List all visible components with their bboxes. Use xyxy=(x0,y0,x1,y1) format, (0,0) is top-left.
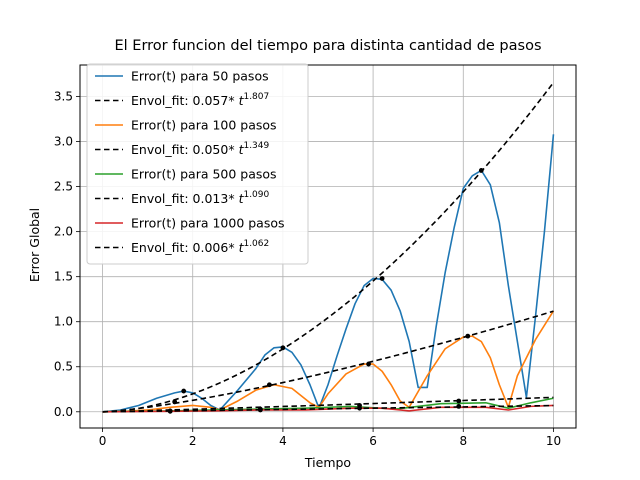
axes-frame xyxy=(79,64,577,429)
x-tick-label: 4 xyxy=(279,434,287,448)
legend-label-7: Error(t) para 1000 pasos xyxy=(131,216,285,231)
series-line-2 xyxy=(102,310,555,413)
y-tick-label: 3.0 xyxy=(54,135,73,149)
legend-label-3: Error(t) para 100 pasos xyxy=(131,118,277,133)
envelope-fit-1 xyxy=(102,82,555,413)
peak-point xyxy=(181,388,187,394)
x-tick-label: 2 xyxy=(189,434,197,448)
peak-point xyxy=(456,398,462,404)
x-tick-label: 0 xyxy=(99,434,107,448)
legend-label-4: Envol_fit: 0.050* t1.349 xyxy=(131,141,270,157)
x-tick-label: 6 xyxy=(369,434,377,448)
y-tick-label: 2.5 xyxy=(54,180,73,194)
peak-point xyxy=(357,405,362,411)
axis-ticks: 0 2 4 6 8 10 0.0 0.5 1.0 1.5 2.0 2.5 3.0 3.5 xyxy=(54,90,561,448)
peak-point xyxy=(257,407,263,413)
y-tick-label: 2.0 xyxy=(54,225,73,239)
plot-area xyxy=(102,82,555,414)
peak-point xyxy=(172,399,178,405)
legend-label-5: Error(t) para 500 pasos xyxy=(131,167,277,182)
envelope-fit-3 xyxy=(102,396,554,413)
legend-label-6: Envol_fit: 0.013* t1.090 xyxy=(131,190,270,206)
peak-point xyxy=(478,167,484,173)
series-line-1 xyxy=(102,134,555,413)
peak-point xyxy=(465,333,471,339)
peak-point xyxy=(366,361,371,367)
legend-label-2: Envol_fit: 0.057* t1.807 xyxy=(131,92,269,108)
envelope-fit-2 xyxy=(102,310,554,413)
legend-label-8: Envol_fit: 0.006* t1.062 xyxy=(131,239,269,255)
chart-title: El Error funcion del tiempo para distint… xyxy=(115,38,542,54)
x-axis-label: Tiempo xyxy=(304,455,351,470)
legend-box xyxy=(86,63,309,265)
legend: Error(t) para 50 pasos Envol_fit: 0.057* … xyxy=(86,63,309,265)
peak-point xyxy=(280,345,286,351)
peak-point xyxy=(266,382,272,388)
y-tick-label: 1.0 xyxy=(54,315,73,329)
y-tick-label: 0.0 xyxy=(54,405,73,419)
peak-point xyxy=(167,408,173,414)
peak-point xyxy=(379,276,385,281)
y-tick-label: 1.5 xyxy=(54,270,73,284)
x-tick-label: 8 xyxy=(459,434,467,448)
envelope-fit-4 xyxy=(102,404,554,413)
peak-point xyxy=(456,403,462,409)
y-tick-label: 0.5 xyxy=(54,360,73,374)
legend-label-1: Error(t) para 50 pasos xyxy=(131,69,269,84)
y-tick-label: 3.5 xyxy=(54,90,73,104)
x-tick-label: 10 xyxy=(546,434,561,448)
y-axis-label: Error Global xyxy=(27,208,42,282)
